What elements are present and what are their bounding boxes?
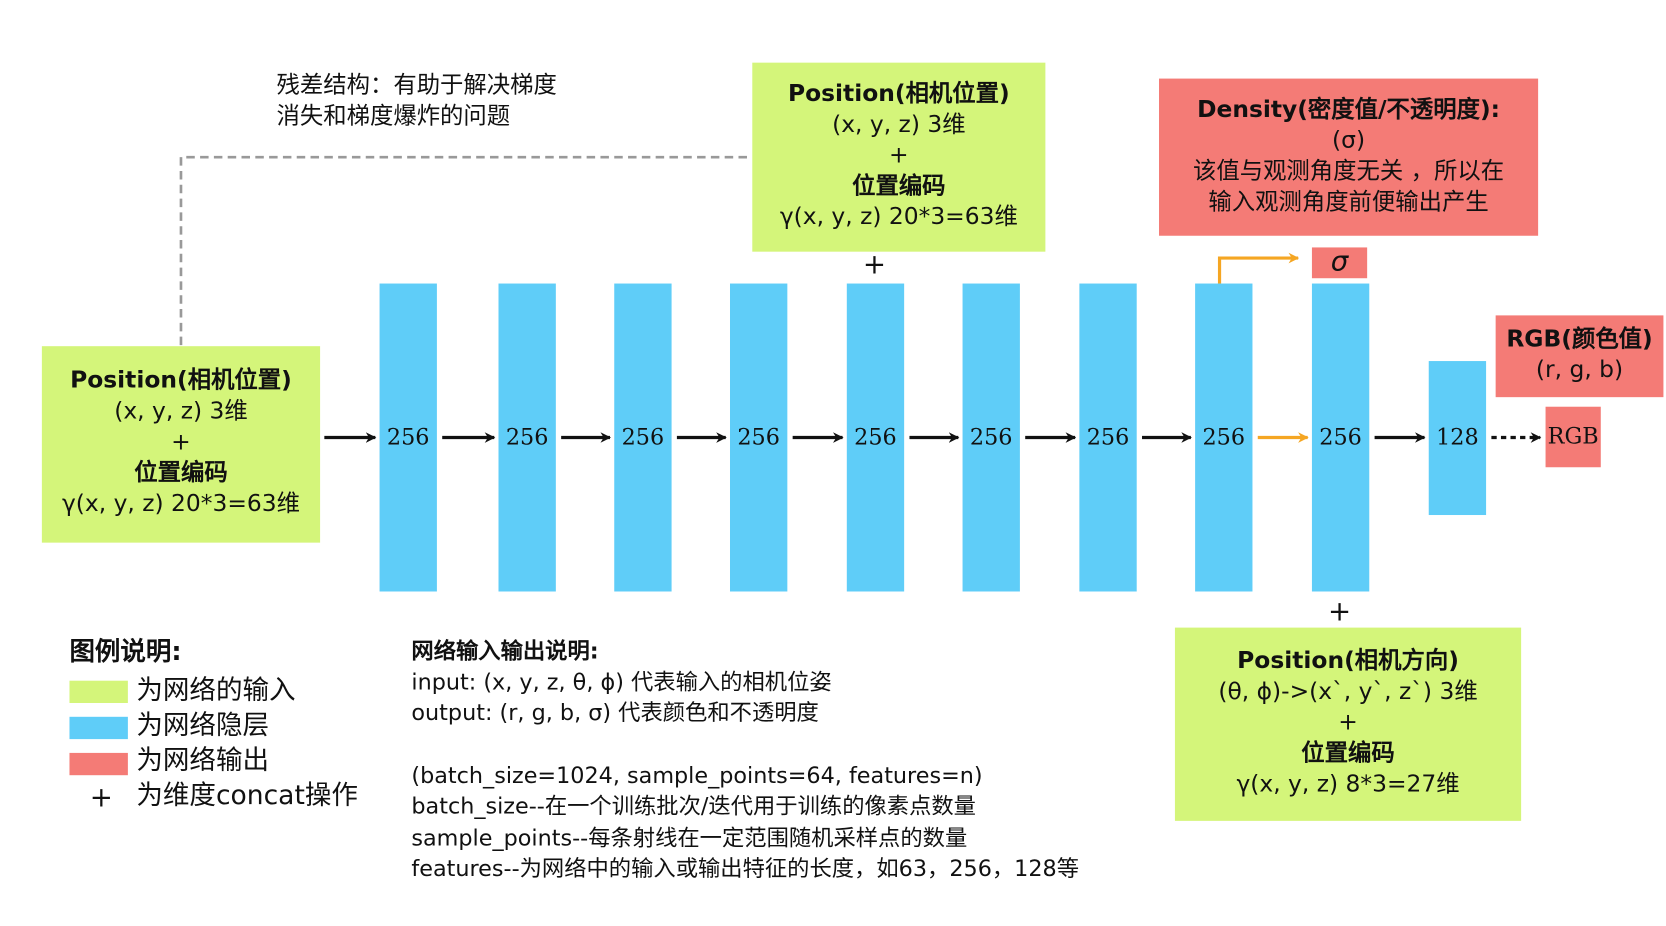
layer-width: 256: [1319, 425, 1362, 451]
legend-item: 为网络输出: [136, 745, 269, 776]
layer-width: 256: [387, 425, 430, 451]
hidden-layer: [1428, 361, 1487, 516]
io-line: sample_points--每条射线在一定范围随机采样点的数量: [411, 825, 967, 851]
density-box: [1159, 78, 1539, 236]
io-line: input: (x, y, z, θ, ϕ) 代表输入的相机位姿: [411, 669, 831, 695]
density-box-text: Density(密度值/不透明度):: [1197, 95, 1500, 123]
layer-width: 128: [1436, 425, 1479, 451]
layer-width: 256: [506, 425, 549, 451]
sigma-label: σ: [1331, 244, 1350, 277]
legend-title: 图例说明:: [69, 637, 181, 667]
hidden-layer: [379, 283, 437, 592]
rgb-box: [1545, 406, 1601, 468]
direction-box-text: (θ, ϕ)->(x`, y`, z`) 3维: [1218, 677, 1477, 705]
layer-width: 256: [970, 425, 1013, 451]
legend-swatch: [69, 752, 128, 776]
io-line: batch_size--在一个训练批次/迭代用于训练的像素点数量: [411, 794, 976, 820]
legend-swatch: [69, 716, 128, 740]
rgb-output-box-text: (r, g, b): [1536, 355, 1623, 383]
rgb-output-box: [1495, 315, 1664, 398]
residual-note: 消失和梯度爆炸的问题: [277, 101, 511, 129]
hidden-layer: [962, 283, 1020, 592]
io-line: output: (r, g, b, σ) 代表颜色和不透明度: [411, 700, 818, 726]
io-line: (batch_size=1024, sample_points=64, feat…: [411, 763, 982, 789]
skip-box-text: +: [889, 141, 909, 169]
rgb-output-box-text: RGB(颜色值): [1506, 324, 1652, 352]
residual-connector: [179, 155, 753, 346]
hidden-layer: [1079, 283, 1137, 592]
hidden-layer: [614, 283, 672, 592]
density-box-text: 该值与观测角度无关 ，所以在: [1193, 157, 1504, 185]
sigma-arrow: [1217, 252, 1300, 284]
direction-box-text: Position(相机方向): [1237, 646, 1459, 674]
skip-box-text: 位置编码: [852, 171, 945, 199]
direction-box-text: +: [1338, 708, 1358, 736]
residual-note: 残差结构：有助于解决梯度: [277, 71, 557, 99]
density-box-text: 输入观测角度前便输出产生: [1208, 187, 1488, 215]
direction-box-text: γ(x, y, z) 8*3=27维: [1236, 769, 1459, 797]
input-box-text: Position(相机位置): [70, 366, 292, 394]
direction-box-text: 位置编码: [1301, 738, 1394, 766]
layer-width: 256: [622, 425, 665, 451]
io-line: features--为网络中的输入或输出特征的长度，如63，256，128等: [411, 856, 1079, 882]
hidden-layer: [498, 283, 556, 592]
skip-box-text: Position(相机位置): [788, 79, 1010, 107]
input-box-text: γ(x, y, z) 20*3=63维: [62, 489, 300, 517]
skip-box-text: γ(x, y, z) 20*3=63维: [780, 202, 1018, 230]
direction-box: [1174, 627, 1522, 821]
legend-swatch: [69, 680, 128, 703]
density-box-text: (σ): [1332, 126, 1365, 154]
input-box: [41, 346, 321, 543]
legend-item: 为维度concat操作: [136, 780, 358, 811]
legend-item: 为网络隐层: [136, 710, 269, 741]
input-box-text: (x, y, z) 3维: [114, 397, 247, 425]
skip-box-text: (x, y, z) 3维: [832, 110, 965, 138]
hidden-layer: [846, 283, 905, 592]
input-box-text: 位置编码: [134, 458, 227, 486]
concat-plus: +: [863, 247, 886, 280]
layer-width: 256: [1203, 425, 1246, 451]
hidden-layer: [1311, 283, 1370, 592]
layer-width: 256: [1087, 425, 1130, 451]
hidden-layer: [1195, 283, 1253, 592]
hidden-layer: [729, 283, 788, 592]
direction-plus: +: [1328, 595, 1351, 628]
input-box-text: +: [171, 427, 191, 455]
layer-width: 256: [854, 425, 897, 451]
io-title: 网络输入输出说明:: [411, 638, 598, 665]
layer-width: 256: [737, 425, 780, 451]
legend-plus: +: [90, 781, 113, 814]
sigma-box: [1311, 247, 1368, 279]
rgb-label: RGB: [1548, 424, 1599, 450]
legend-item: 为网络的输入: [136, 675, 295, 706]
skip-box: [752, 62, 1046, 252]
